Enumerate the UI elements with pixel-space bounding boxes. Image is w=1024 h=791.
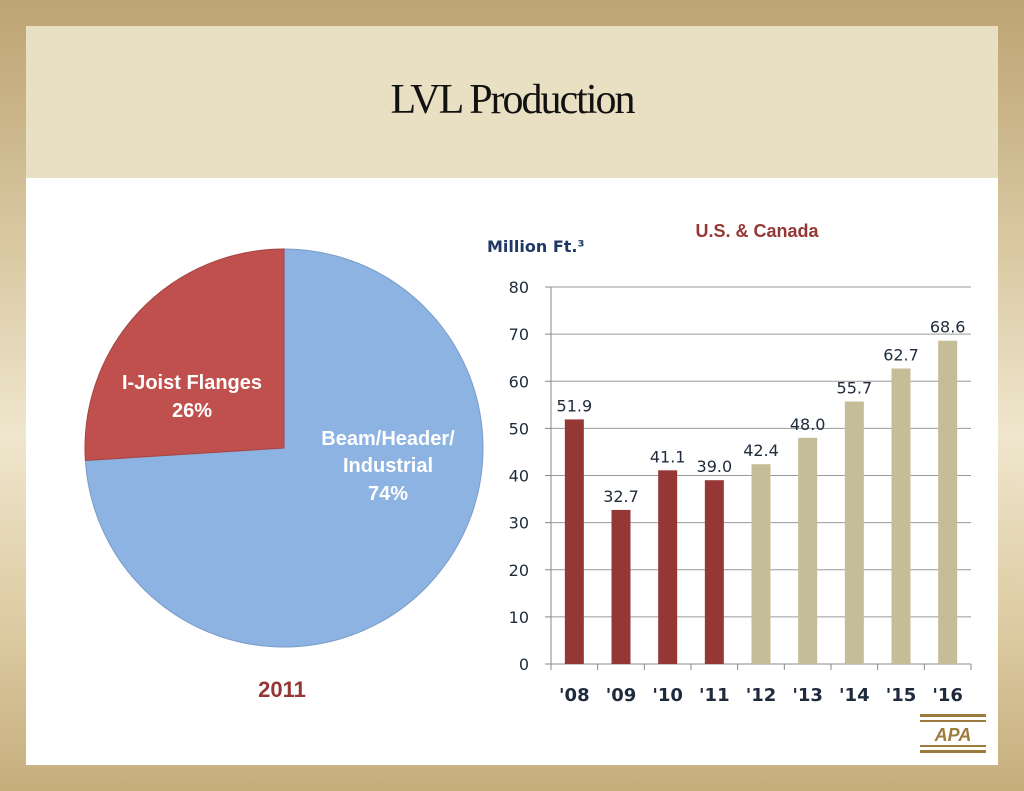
x-tick-label-6: '14 — [839, 685, 870, 706]
bar-7 — [891, 368, 911, 664]
x-tick-label-3: '11 — [699, 685, 730, 706]
data-label-2: 41.1 — [650, 447, 686, 466]
bar-5 — [798, 437, 818, 664]
pie-label-beam-header-line1: Beam/Header/ — [321, 428, 455, 450]
apa-logo: APA — [920, 714, 986, 753]
bar-series: 51.9 32.7 41.1 39.0 42.4 48.0 55.7 62.7 68.6 — [557, 318, 966, 664]
x-tick-label-7: '15 — [886, 685, 917, 706]
y-tick-label: 60 — [509, 372, 529, 391]
y-tick-label: 10 — [509, 608, 529, 627]
logo-rule-bottom-thin — [920, 745, 986, 747]
y-tick-label: 80 — [509, 278, 529, 297]
bar-1 — [611, 509, 631, 664]
data-label-7: 62.7 — [883, 346, 919, 365]
bar-y-axis-label: Million Ft.³ — [487, 237, 584, 256]
data-label-8: 68.6 — [930, 318, 966, 337]
bar-8 — [938, 340, 958, 664]
bar-0 — [564, 419, 584, 664]
pie-chart: I-Joist Flanges 26% Beam/Header/ Industr… — [84, 248, 484, 702]
data-label-0: 51.9 — [557, 396, 593, 415]
pie-value-i-joist-flanges: 26% — [172, 400, 212, 422]
bar-4 — [751, 464, 771, 664]
data-label-5: 48.0 — [790, 415, 826, 434]
y-tick-label: 70 — [509, 325, 529, 344]
slide-title: LVL Production — [390, 77, 635, 123]
data-label-6: 55.7 — [837, 379, 873, 398]
bar-6 — [844, 401, 864, 664]
x-tick-label-1: '09 — [606, 685, 637, 706]
bar-3 — [704, 480, 724, 664]
header-band: LVL Production — [26, 26, 998, 178]
y-tick-label: 40 — [509, 467, 529, 486]
data-label-1: 32.7 — [603, 487, 639, 506]
y-tick-label: 30 — [509, 514, 529, 533]
y-tick-label: 20 — [509, 561, 529, 580]
data-label-4: 42.4 — [743, 441, 779, 460]
x-tick-label-5: '13 — [792, 685, 823, 706]
y-tick-label: 50 — [509, 419, 529, 438]
data-label-3: 39.0 — [697, 457, 733, 476]
x-tick-label-8: '16 — [932, 685, 963, 706]
pie-subtitle-year: 2011 — [258, 677, 306, 702]
pie-label-beam-header-line2: Industrial — [343, 455, 433, 477]
logo-rule-bottom — [920, 750, 986, 753]
pie-slice-i-joist-flanges — [84, 248, 285, 462]
logo-rule-top — [920, 714, 986, 717]
pie-label-i-joist-flanges: I-Joist Flanges — [122, 372, 262, 394]
pie-value-beam-header-industrial: 74% — [368, 483, 408, 505]
bar-chart: U.S. & Canada Million Ft.³ 0 10 20 30 40 50 60… — [487, 221, 972, 706]
x-tick-label-0: '08 — [559, 685, 590, 706]
bar-x-tick-labels: '08 '09 '10 '11 '12 '13 '14 '15 '16 — [559, 685, 963, 706]
x-tick-label-4: '12 — [746, 685, 777, 706]
logo-text: APA — [934, 725, 972, 745]
y-tick-label: 0 — [519, 655, 529, 674]
bar-y-tick-labels: 0 10 20 30 40 50 60 70 80 — [509, 278, 529, 674]
bar-chart-title: U.S. & Canada — [695, 221, 819, 241]
x-tick-label-2: '10 — [652, 685, 683, 706]
bar-2 — [658, 470, 678, 664]
logo-rule-top-thin — [920, 720, 986, 722]
